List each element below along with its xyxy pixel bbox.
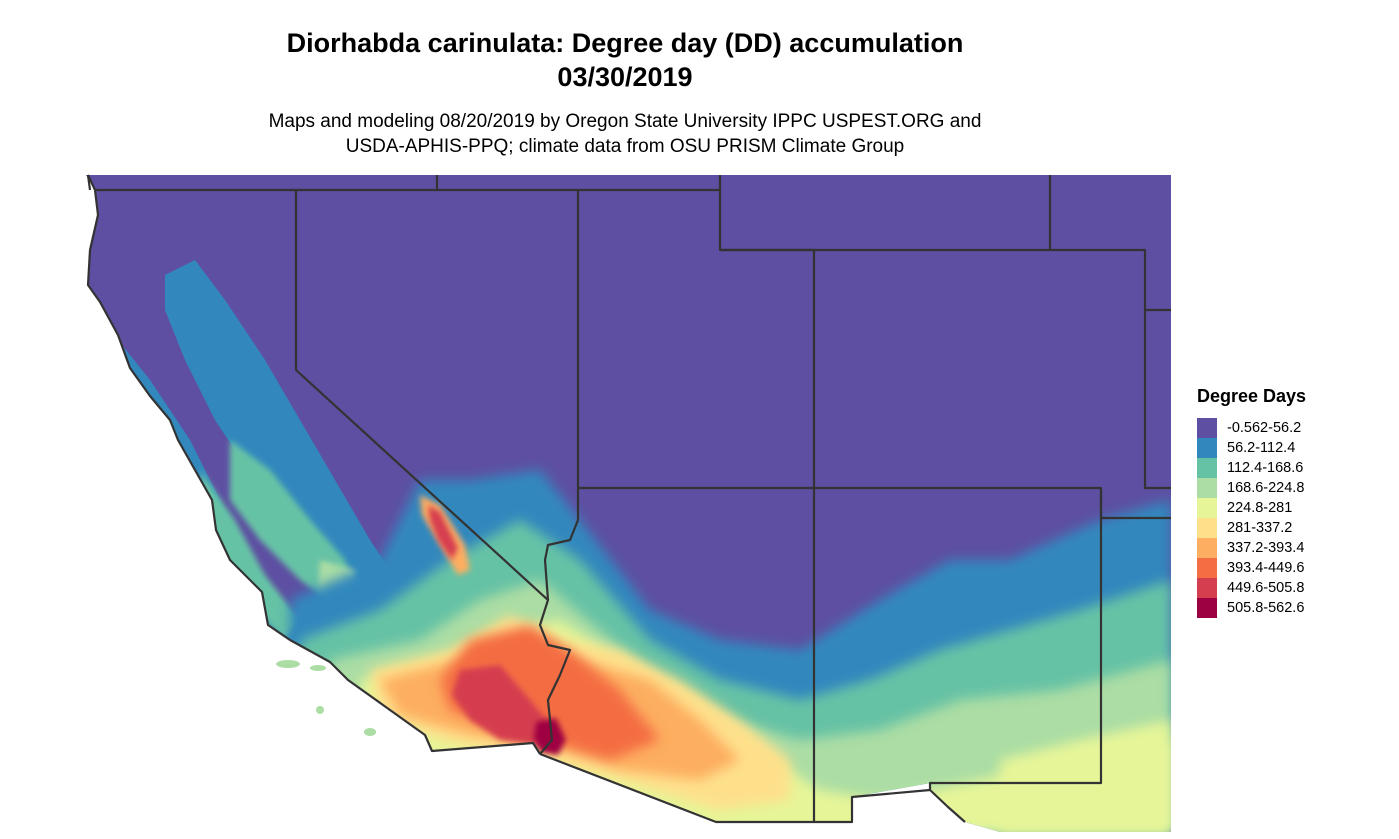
map-date: 03/30/2019 bbox=[557, 62, 693, 92]
legend-label: 168.6-224.8 bbox=[1227, 480, 1305, 496]
legend-label: 224.8-281 bbox=[1227, 500, 1293, 516]
legend-label: 112.4-168.6 bbox=[1227, 460, 1304, 476]
legend-item: 168.6-224.8 bbox=[1197, 478, 1306, 498]
legend-item: 224.8-281 bbox=[1197, 498, 1306, 518]
ca-nv-border bbox=[95, 188, 572, 755]
credits-line-1: Maps and modeling 08/20/2019 by Oregon S… bbox=[268, 111, 982, 132]
legend-label: 337.2-393.4 bbox=[1227, 540, 1305, 556]
legend-swatch bbox=[1197, 498, 1217, 518]
degree-day-raster bbox=[86, 175, 1171, 832]
legend-label: 56.2-112.4 bbox=[1227, 440, 1296, 456]
wy-co-border bbox=[720, 248, 1171, 312]
lake-mead-notch bbox=[543, 519, 580, 601]
raster-band-8 bbox=[428, 505, 458, 560]
legend-label: 449.6-505.8 bbox=[1227, 580, 1305, 596]
coastline bbox=[86, 174, 541, 755]
legend-item: 112.4-168.6 bbox=[1197, 458, 1306, 478]
legend-item: 393.4-449.6 bbox=[1197, 558, 1306, 578]
legend-swatch bbox=[1197, 598, 1217, 618]
island bbox=[316, 706, 324, 714]
legend-swatch bbox=[1197, 558, 1217, 578]
legend-item: -0.562-56.2 bbox=[1197, 418, 1306, 438]
legend-title: Degree Days bbox=[1197, 386, 1307, 406]
legend-swatch bbox=[1197, 438, 1217, 458]
raster-band-9 bbox=[534, 718, 566, 755]
legend-swatch bbox=[1197, 418, 1217, 438]
state-borders bbox=[86, 174, 1171, 824]
legend-swatch bbox=[1197, 578, 1217, 598]
raster-band-2 bbox=[200, 470, 300, 640]
legend-swatch bbox=[1197, 478, 1217, 498]
island bbox=[310, 665, 326, 671]
legend: Degree Days -0.562-56.2 56.2-112.4 112.4-1… bbox=[1197, 386, 1306, 618]
legend-swatch bbox=[1197, 458, 1217, 478]
legend-swatch bbox=[1197, 538, 1217, 558]
map-title: Diorhabda carinulata: Degree day (DD) ac… bbox=[286, 28, 964, 58]
legend-label: 281-337.2 bbox=[1227, 520, 1293, 536]
raster-band-4 bbox=[1000, 720, 1171, 832]
legend-item: 281-337.2 bbox=[1197, 518, 1306, 538]
legend-item: 505.8-562.6 bbox=[1197, 598, 1306, 618]
legend-item: 56.2-112.4 bbox=[1197, 438, 1306, 458]
island bbox=[364, 728, 376, 736]
legend-label: 393.4-449.6 bbox=[1227, 560, 1305, 576]
legend-swatch bbox=[1197, 518, 1217, 538]
raster-band-1 bbox=[165, 260, 400, 600]
raster-band-8 bbox=[452, 665, 555, 745]
legend-items: -0.562-56.2 56.2-112.4 112.4-168.6 168.6-22… bbox=[1197, 418, 1306, 618]
nm-tx-border bbox=[928, 488, 1103, 823]
legend-label: 505.8-562.6 bbox=[1227, 600, 1305, 616]
legend-item: 337.2-393.4 bbox=[1197, 538, 1306, 558]
az-mx-border bbox=[539, 752, 931, 824]
legend-label: -0.562-56.2 bbox=[1227, 420, 1302, 436]
channel-islands bbox=[276, 660, 376, 736]
island bbox=[276, 660, 300, 668]
credits-line-2: USDA-APHIS-PPQ; climate data from OSU PR… bbox=[345, 136, 905, 157]
legend-item: 449.6-505.8 bbox=[1197, 578, 1306, 598]
co-ks-border bbox=[1143, 310, 1171, 490]
ca-or-border bbox=[86, 174, 92, 191]
